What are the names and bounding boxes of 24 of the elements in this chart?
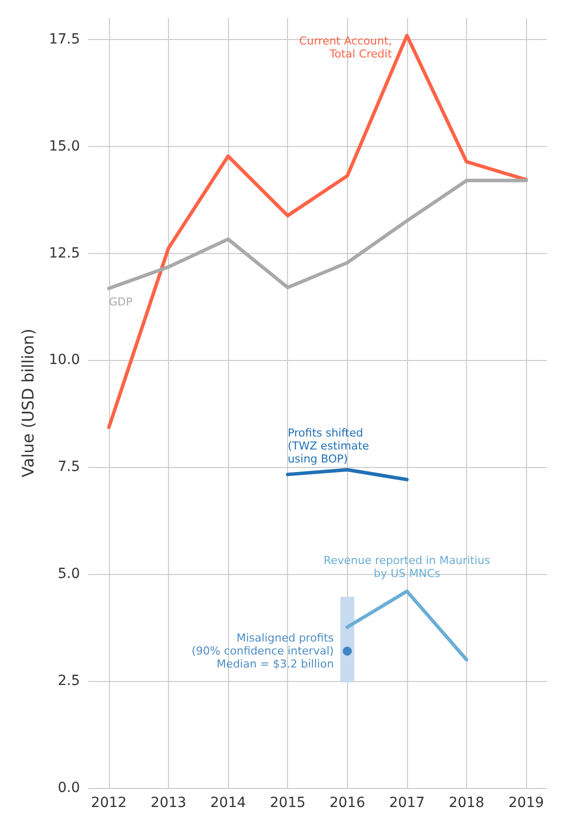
y-tick-label: 17.5 — [48, 31, 80, 48]
x-tick-label: 2013 — [150, 795, 186, 811]
x-tick-label: 2016 — [329, 795, 366, 811]
text: Revenue reported in Mauritius by US MNCs — [324, 554, 490, 580]
y-tick-label: 12.5 — [48, 245, 80, 262]
x-tick-label: 2012 — [91, 795, 127, 811]
series-label: Profits shifted (TWZ estimate using BOP) — [288, 426, 370, 466]
y-tick-label: 7.5 — [58, 459, 80, 476]
x-tick-label: 2015 — [270, 795, 306, 811]
y-tick-label: 2.5 — [58, 673, 80, 690]
x-tick-label: 2019 — [508, 795, 544, 811]
y-axis-title: Value (USD billion) — [18, 328, 38, 478]
y-tick-label: 5.0 — [58, 566, 80, 582]
series-label: Misaligned profits (90% confidence interval) Median = $3.2 billion — [192, 632, 334, 671]
y-tick-label: 10.0 — [48, 352, 80, 368]
x-tick-label: 2014 — [210, 795, 246, 811]
line-series — [107, 34, 528, 430]
y-tick-label: 15.0 — [48, 138, 80, 154]
series-label: Current Account, Total Credit — [299, 34, 393, 61]
x-tick-label: 2017 — [389, 795, 425, 811]
series-label: GDP — [108, 295, 133, 308]
y-tick-label: 0.0 — [58, 780, 80, 796]
line-series — [107, 178, 528, 290]
x-tick-label: 2018 — [448, 795, 484, 811]
